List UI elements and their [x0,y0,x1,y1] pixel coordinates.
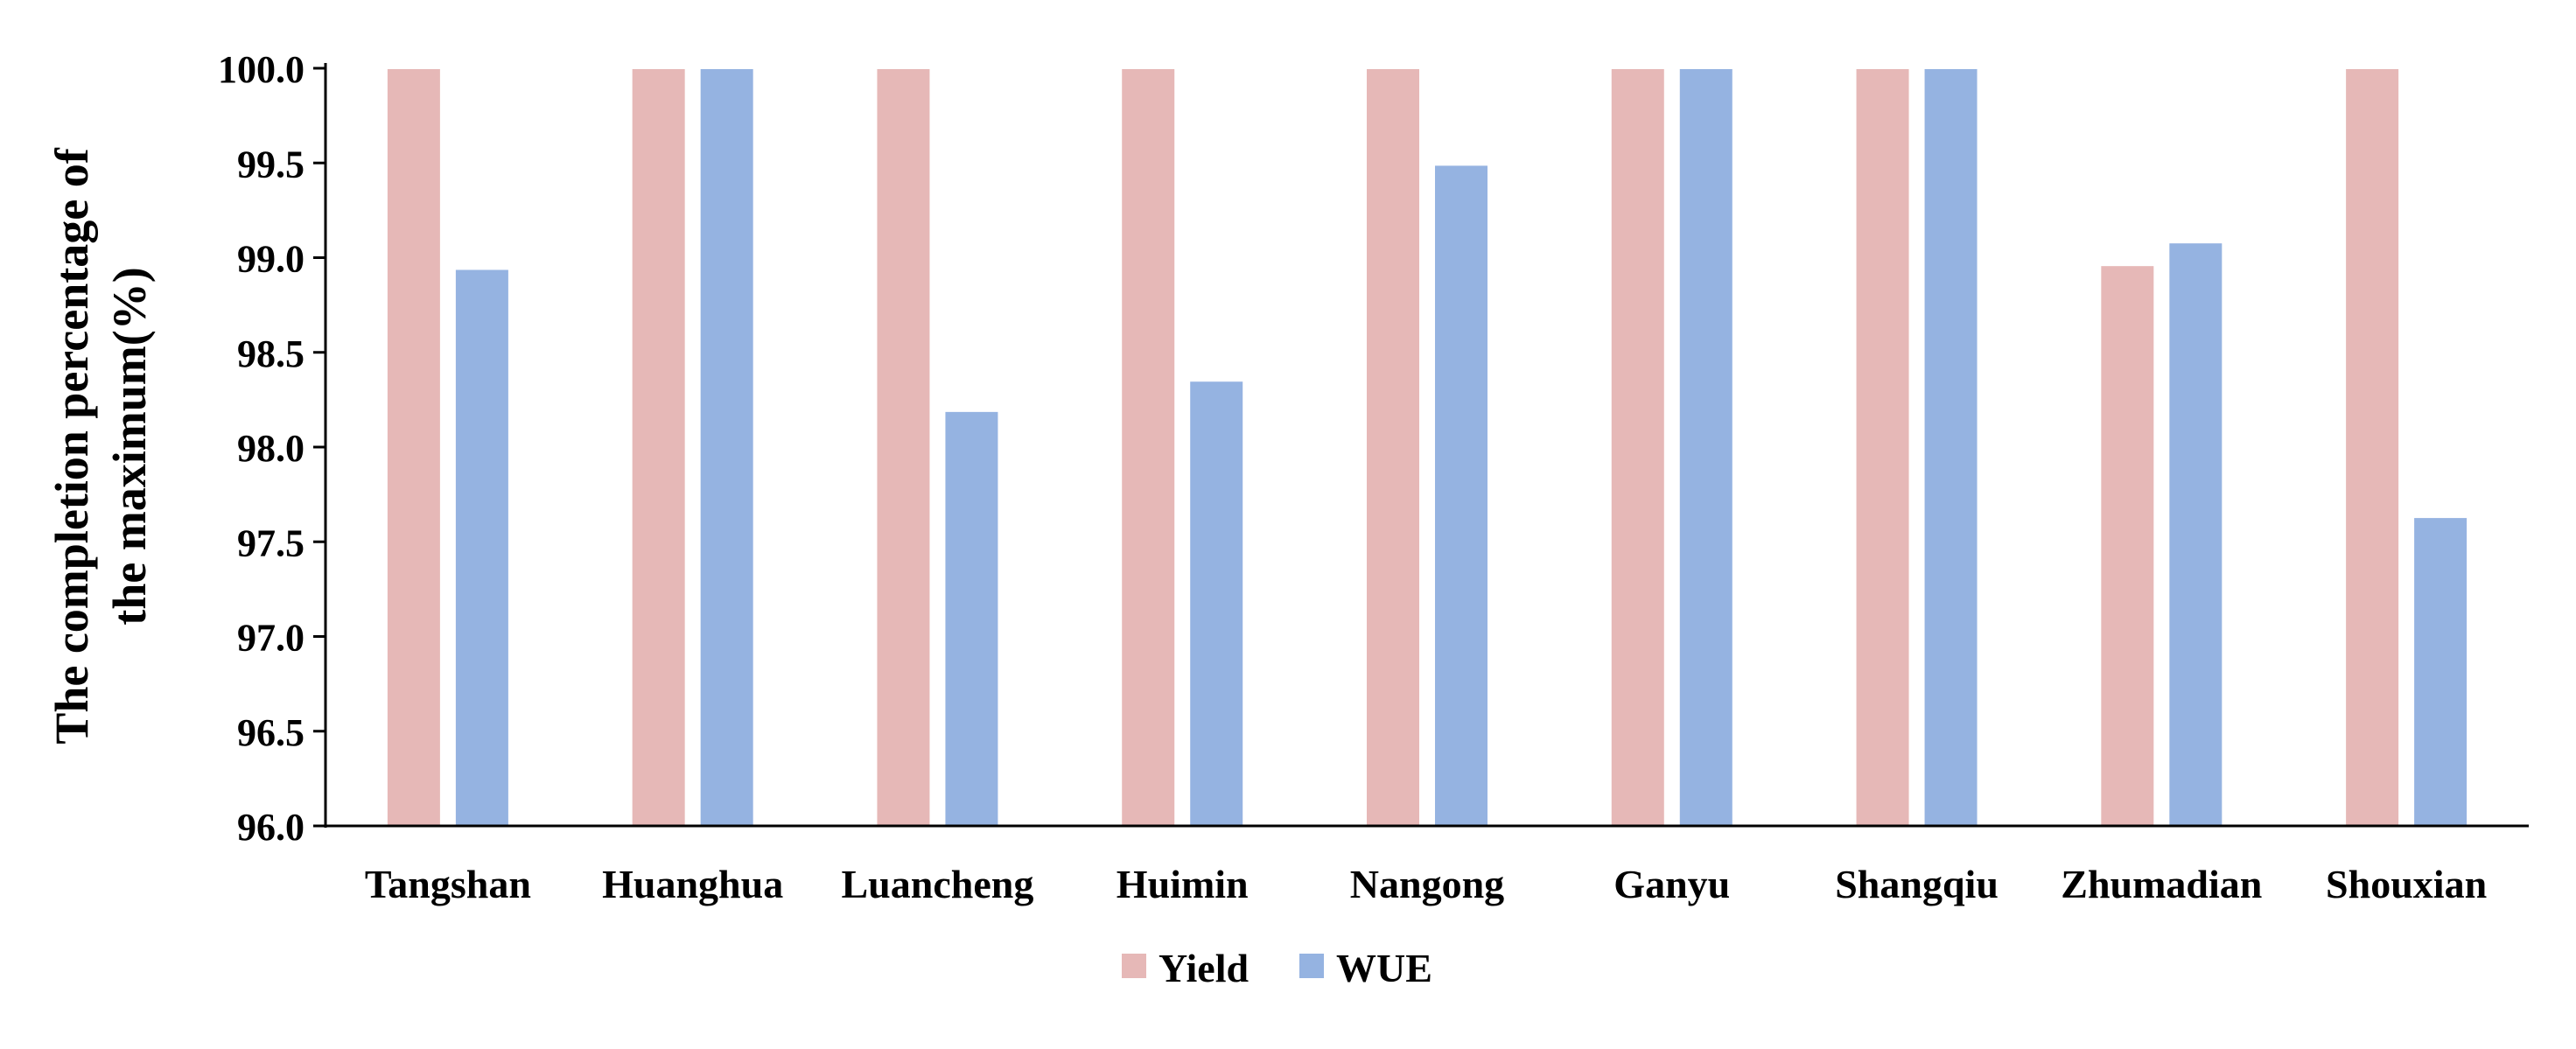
y-tick-label: 99.5 [237,143,304,185]
x-tick-label: Zhumadian [2061,862,2262,906]
bar-yield-ganyu [1609,67,1666,827]
bar-wue-ganyu [1677,67,1734,827]
bar-yield-shangqiu [1854,67,1911,827]
axes [324,63,2529,828]
y-axis-title-line-1: The completion percentage of [46,147,98,744]
legend-label-wue: WUE [1336,946,1432,990]
bar-yield-zhumadian [2099,264,2156,828]
y-tick-label: 98.0 [237,427,304,470]
x-axis-labels: Tangshan Huanghua Luancheng Huimin Nangong Ga… [365,862,2487,906]
bar-wue-shangqiu [1922,67,1979,827]
y-tick-label: 97.0 [237,617,304,660]
y-tick-label: 97.5 [237,521,304,564]
bar-yield-shouxian [2344,67,2401,827]
y-axis-title: The completion percentage of the maximum… [46,147,156,744]
x-tick-label: Huanghua [602,862,783,906]
x-tick-label: Ganyu [1614,862,1730,906]
y-axis-ticks: 96.0 96.5 97.0 97.5 98.0 98.5 99.0 99.5 100.0 [218,48,326,849]
y-tick-label: 100.0 [218,48,304,91]
bar-wue-shouxian [2412,516,2469,827]
bar-wue-tangshan [453,268,510,827]
x-tick-label: Shangqiu [1835,862,1998,906]
x-tick-label: Tangshan [365,862,531,906]
y-tick-label: 99.0 [237,238,304,281]
bar-yield-luancheng [875,67,932,827]
bar-wue-luancheng [943,409,1000,827]
legend-label-yield: Yield [1158,946,1249,990]
x-tick-label: Huimin [1116,862,1249,906]
bar-wue-zhumadian [2167,241,2224,827]
bar-wue-huimin [1188,380,1245,827]
y-tick-label: 96.5 [237,711,304,754]
y-tick-label: 96.0 [237,806,304,849]
legend-swatch-yield [1122,954,1146,978]
bar-wue-huanghua [698,67,755,827]
x-tick-label: Nangong [1350,862,1504,906]
y-axis-title-line-2: the maximum(%) [103,267,156,625]
legend: Yield WUE [1122,946,1432,990]
bar-yield-tangshan [385,67,442,827]
x-tick-label: Luancheng [842,862,1034,906]
x-tick-label: Shouxian [2326,862,2487,906]
bar-yield-nangong [1365,67,1421,827]
bar-wue-nangong [1433,164,1489,828]
y-tick-label: 98.5 [237,332,304,375]
legend-swatch-wue [1299,954,1324,978]
bar-yield-huimin [1120,67,1177,827]
bar-yield-huanghua [630,67,687,827]
bars [385,67,2469,828]
